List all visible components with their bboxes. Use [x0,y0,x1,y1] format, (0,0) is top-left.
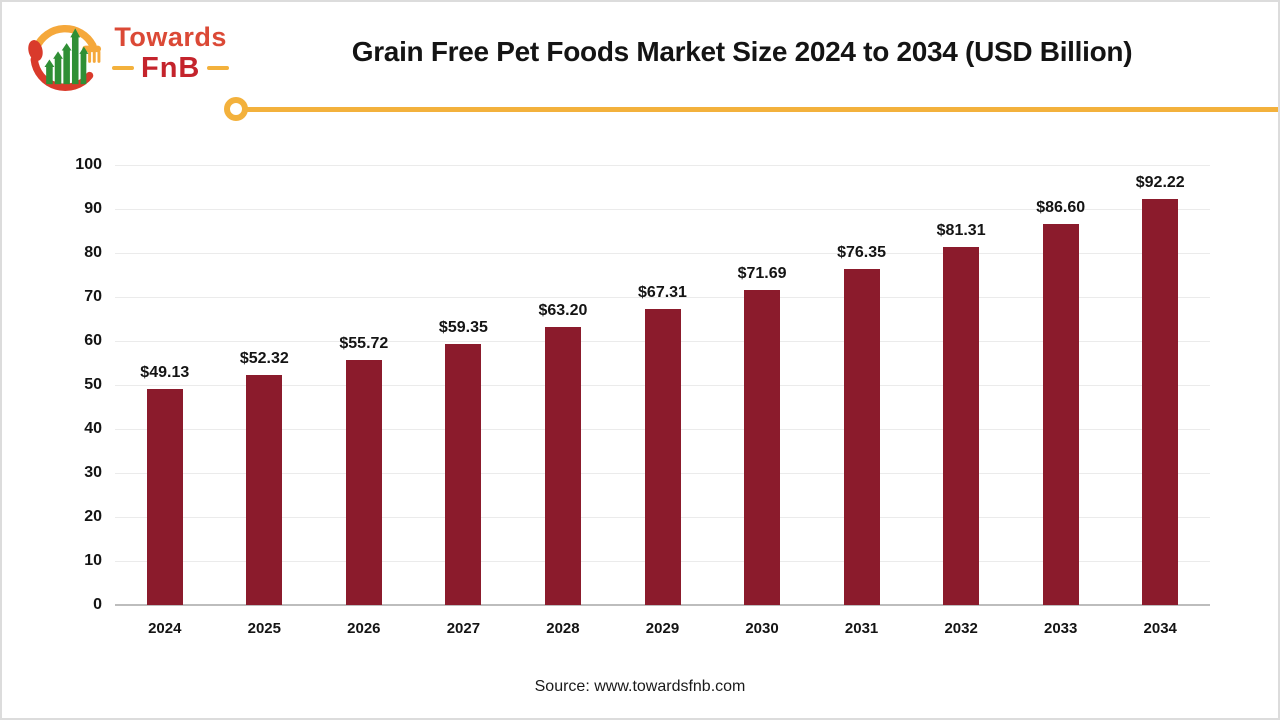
towards-fnb-logo-icon [28,25,102,91]
bar [943,247,980,605]
gridline [115,297,1210,298]
bar [544,326,581,605]
bar-value-label: $92.22 [1135,174,1185,192]
x-axis-labels: 2024 2025 2026 2027 2028 2029 2030 2031 2032 2033… [115,620,1210,644]
brand-dash-right [207,66,230,70]
y-tick-label: 80 [84,244,102,261]
x-tick-label: 2033 [1043,620,1078,637]
x-tick-label: 2031 [844,620,879,637]
y-tick-label: 100 [75,156,102,173]
x-axis-line [115,604,1210,606]
x-tick-label: 2024 [148,620,182,637]
y-tick-label: 70 [84,288,102,305]
plot-area: $49.13 $52.32 $55.72 $59.35 $63.20 $67.31 $71.… [115,165,1210,606]
gridline [115,165,1210,166]
x-tick-label: 2025 [247,620,281,637]
bar [146,388,183,605]
bar [445,343,482,605]
x-tick-label: 2027 [446,620,481,637]
gridline [115,253,1210,254]
brand-name-towards: Towards [114,21,227,52]
x-tick-label: 2028 [546,620,580,637]
bar [1142,199,1179,605]
bar-value-label: $49.13 [140,363,190,381]
x-tick-label: 2026 [347,620,381,637]
bar [744,289,781,605]
y-tick-label: 90 [84,200,102,217]
x-tick-label: 2034 [1143,620,1177,637]
x-tick-label: 2032 [944,620,978,637]
bar-value-label: $71.69 [737,264,787,282]
y-tick-label: 0 [93,596,102,613]
y-tick-label: 50 [84,376,102,393]
bar [345,359,382,605]
brand-dash-left [112,66,134,70]
bar-value-label: $52.32 [239,349,289,367]
source-note: Source: www.towardsfnb.com [534,678,746,695]
bar [1042,223,1079,605]
bar-value-label: $81.31 [936,222,986,240]
y-tick-label: 30 [84,464,102,481]
bar [644,308,681,605]
y-tick-label: 10 [84,552,102,569]
gridline [115,209,1210,210]
bar-value-label: $76.35 [837,244,887,262]
y-tick-label: 40 [84,420,102,437]
brand-name-fnb: FnB [141,51,201,84]
bar-value-label: $59.35 [438,318,488,336]
y-tick-label: 60 [84,332,102,349]
x-tick-label: 2030 [745,620,779,637]
y-tick-label: 20 [84,508,102,525]
divider-line [247,107,1278,112]
bar-value-label: $55.72 [339,334,389,352]
bar [843,269,880,605]
brand-logo: Towards FnB [24,12,230,94]
brand-text: Towards FnB [112,21,230,84]
y-axis-labels: 0 10 20 30 40 50 60 70 80 90 100 [42,156,102,613]
bar [246,374,283,605]
bar-value-label: $67.31 [638,283,687,301]
spoon-icon [28,40,43,62]
growth-bars-icon [44,28,89,85]
divider-ring-icon [224,97,248,121]
bar-value-label: $63.20 [538,301,588,319]
page-title: Grain Free Pet Foods Market Size 2024 to… [351,36,1133,67]
x-tick-label: 2029 [645,620,680,637]
bar-value-label: $86.60 [1036,198,1086,216]
